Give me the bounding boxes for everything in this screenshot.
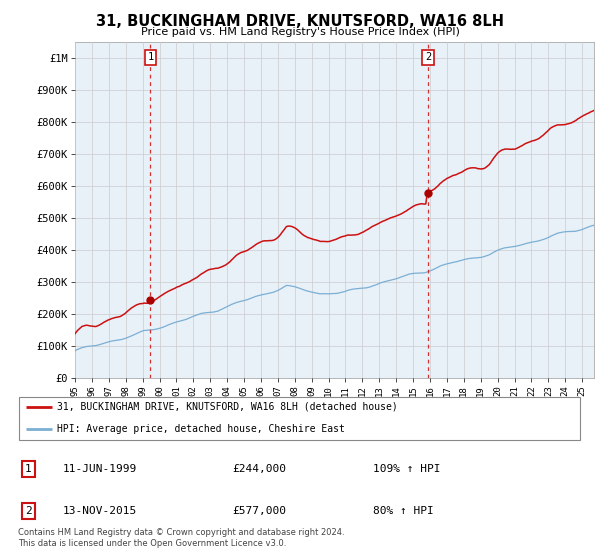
Text: Price paid vs. HM Land Registry's House Price Index (HPI): Price paid vs. HM Land Registry's House … <box>140 27 460 37</box>
Text: HPI: Average price, detached house, Cheshire East: HPI: Average price, detached house, Ches… <box>58 424 346 434</box>
Text: 109% ↑ HPI: 109% ↑ HPI <box>373 464 441 474</box>
Text: 80% ↑ HPI: 80% ↑ HPI <box>373 506 434 516</box>
Text: £244,000: £244,000 <box>232 464 286 474</box>
FancyBboxPatch shape <box>19 396 580 441</box>
Text: 1: 1 <box>147 52 154 62</box>
Text: 2: 2 <box>425 52 431 62</box>
Text: 31, BUCKINGHAM DRIVE, KNUTSFORD, WA16 8LH: 31, BUCKINGHAM DRIVE, KNUTSFORD, WA16 8L… <box>96 14 504 29</box>
Text: 2: 2 <box>25 506 32 516</box>
Text: 1: 1 <box>25 464 32 474</box>
Text: 11-JUN-1999: 11-JUN-1999 <box>63 464 137 474</box>
Text: £577,000: £577,000 <box>232 506 286 516</box>
Text: 13-NOV-2015: 13-NOV-2015 <box>63 506 137 516</box>
Text: Contains HM Land Registry data © Crown copyright and database right 2024.
This d: Contains HM Land Registry data © Crown c… <box>18 528 344 548</box>
Text: 31, BUCKINGHAM DRIVE, KNUTSFORD, WA16 8LH (detached house): 31, BUCKINGHAM DRIVE, KNUTSFORD, WA16 8L… <box>58 402 398 412</box>
